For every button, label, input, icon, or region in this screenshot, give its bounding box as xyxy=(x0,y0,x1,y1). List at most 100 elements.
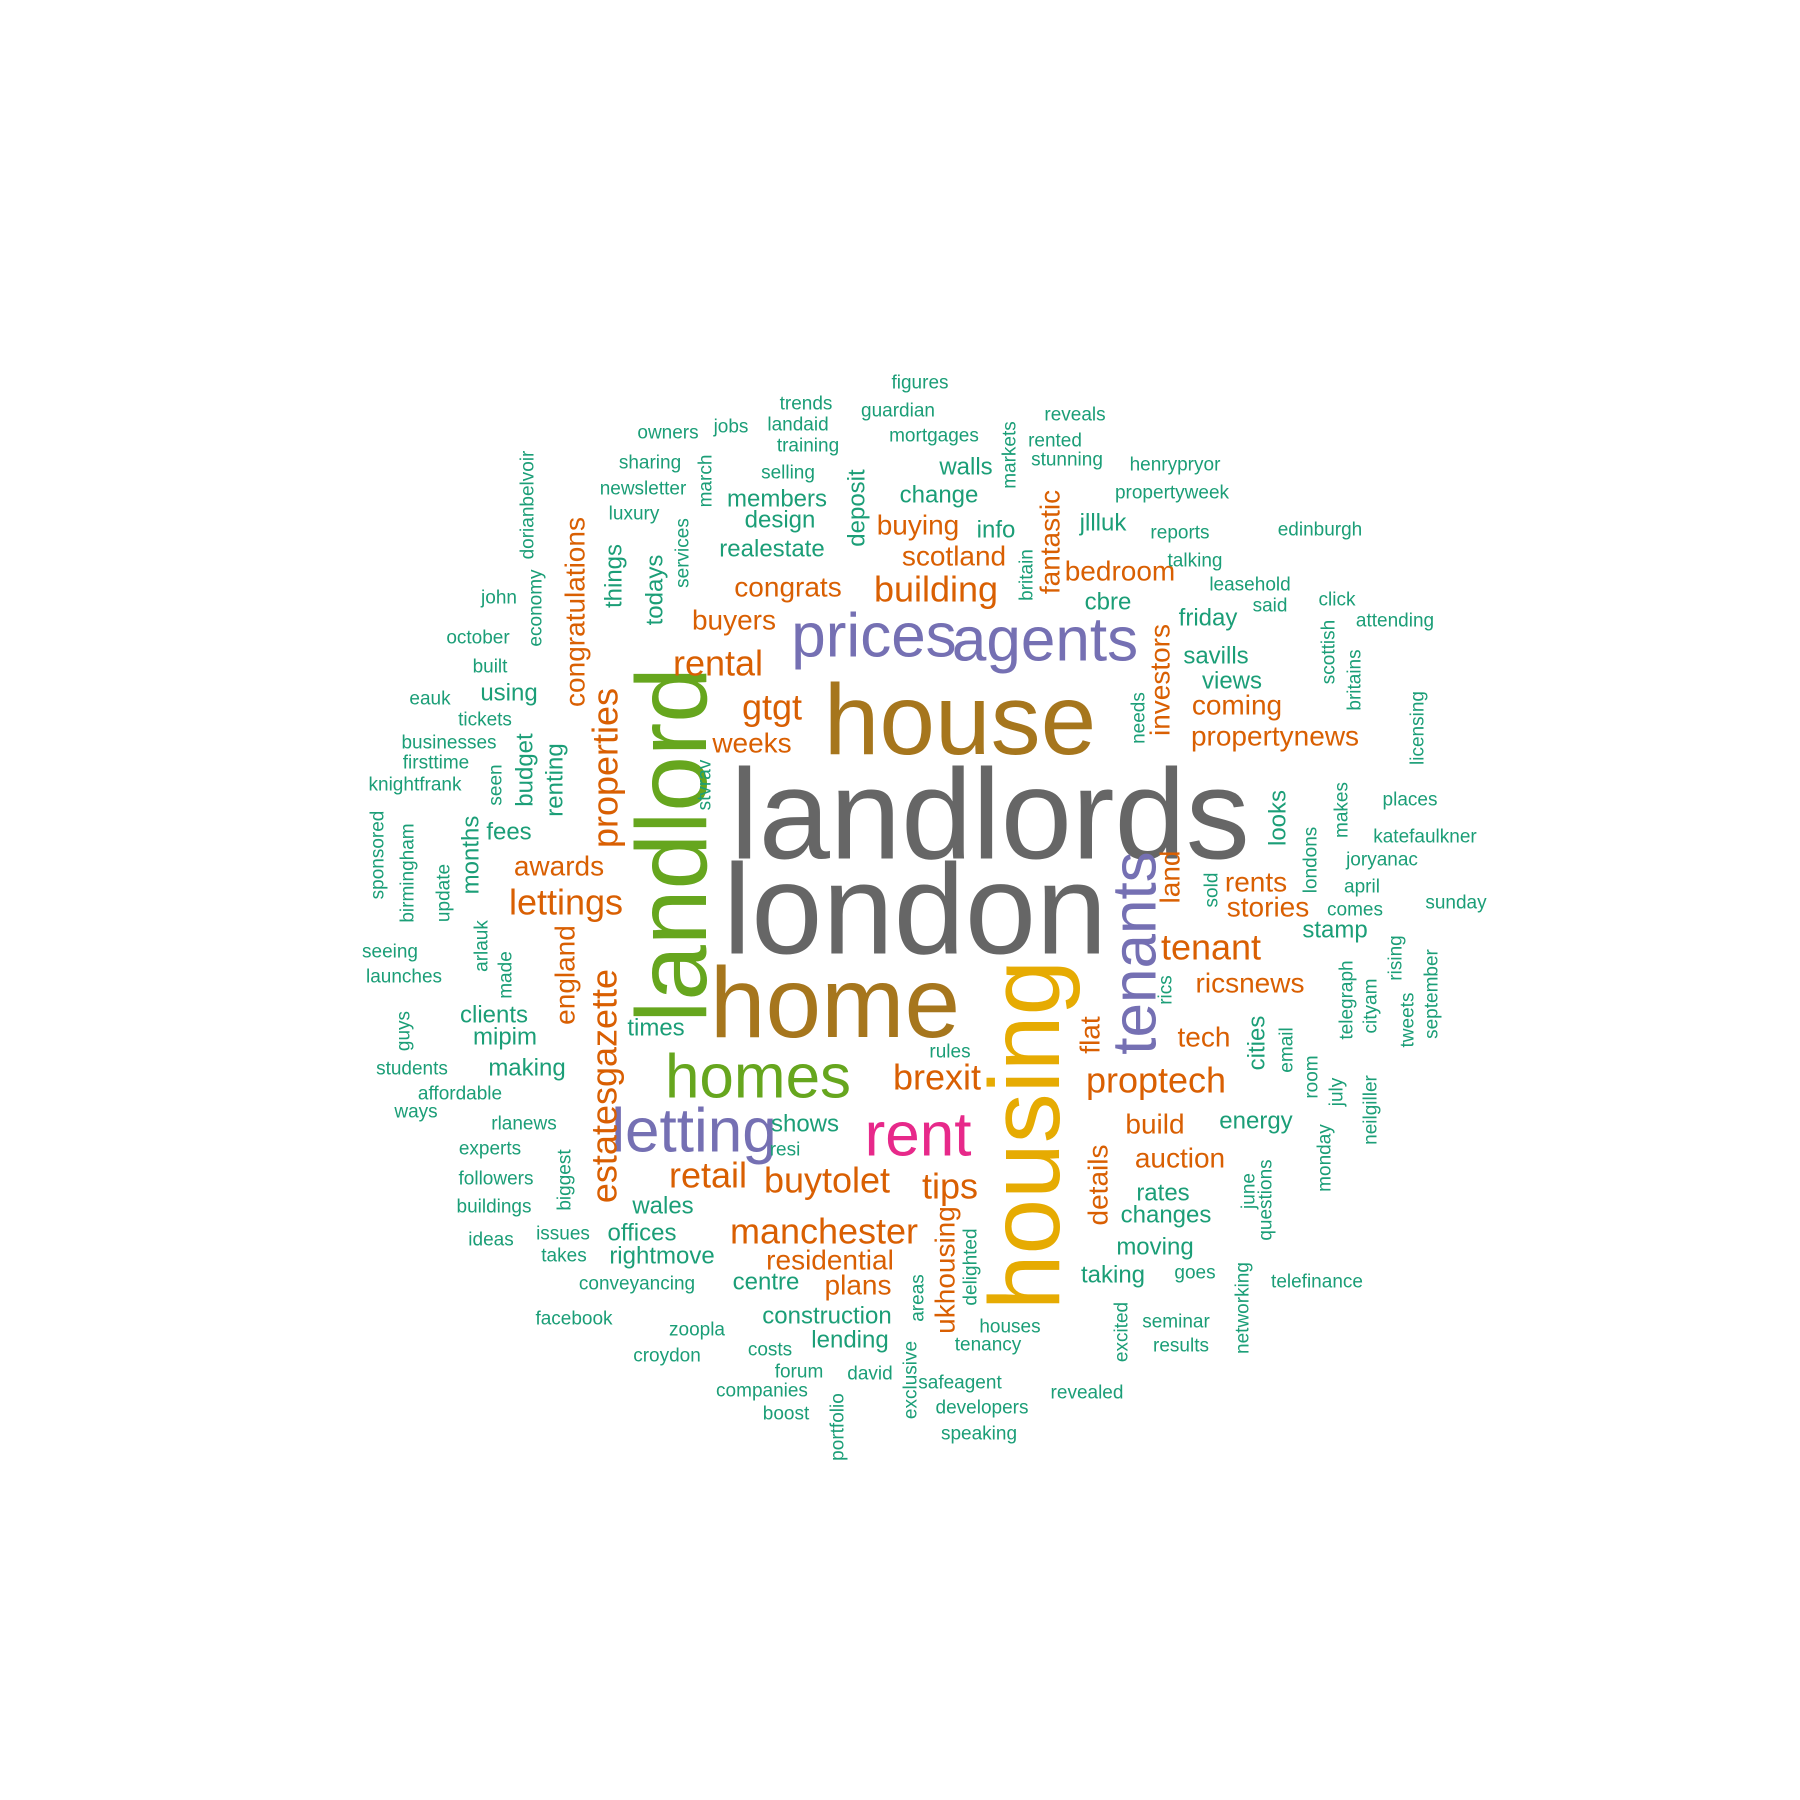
word-awards: awards xyxy=(514,851,604,882)
word-rental: rental xyxy=(673,643,763,684)
word-rics: rics xyxy=(1156,975,1177,1005)
word-henrypryor: henrypryor xyxy=(1130,455,1221,476)
word-katefaulkner: katefaulkner xyxy=(1373,827,1477,848)
word-guardian: guardian xyxy=(861,401,935,422)
word-arlauk: arlauk xyxy=(472,920,493,972)
word-cbre: cbre xyxy=(1085,589,1132,616)
word-tenant: tenant xyxy=(1161,927,1261,968)
word-realestate: realestate xyxy=(719,536,824,563)
word-savills: savills xyxy=(1183,643,1248,670)
word-todays: todays xyxy=(642,555,669,626)
word-companies: companies xyxy=(716,1381,808,1402)
word-tech: tech xyxy=(1178,1022,1231,1053)
word-shows: shows xyxy=(771,1111,839,1138)
word-reveals: reveals xyxy=(1044,405,1105,426)
word-forum: forum xyxy=(775,1362,824,1383)
word-lending: lending xyxy=(811,1327,888,1354)
word-students: students xyxy=(376,1059,448,1080)
word-sponsored: sponsored xyxy=(368,811,389,900)
word-renting: renting xyxy=(542,743,569,816)
word-september: september xyxy=(1422,948,1443,1038)
word-moving: moving xyxy=(1116,1234,1193,1261)
word-david: david xyxy=(847,1364,892,1385)
word-areas: areas xyxy=(908,1274,929,1322)
word-buyers: buyers xyxy=(692,605,776,636)
word-wales: wales xyxy=(631,1193,693,1220)
word-costs: costs xyxy=(748,1340,792,1361)
word-made: made xyxy=(496,951,517,999)
word-info: info xyxy=(977,517,1016,544)
word-networking: networking xyxy=(1233,1262,1254,1354)
word-joryanac: joryanac xyxy=(1345,850,1418,871)
word-centre: centre xyxy=(733,1269,800,1296)
word-training: training xyxy=(777,436,839,457)
word-update: update xyxy=(434,864,455,922)
word-design: design xyxy=(745,507,816,534)
word-looks: looks xyxy=(1265,790,1292,846)
word-estatesgazette: estatesgazette xyxy=(584,969,625,1203)
word-bedroom: bedroom xyxy=(1065,556,1176,587)
word-budget: budget xyxy=(512,733,539,807)
word-times: times xyxy=(627,1015,684,1042)
word-retail: retail xyxy=(669,1155,747,1196)
word-john: john xyxy=(480,588,517,609)
word-homes: homes xyxy=(665,1043,851,1112)
word-fantastic: fantastic xyxy=(1035,490,1066,594)
word-ukhousing: ukhousing xyxy=(930,1206,961,1334)
word-congrats: congrats xyxy=(734,572,841,603)
word-house: house xyxy=(824,664,1096,776)
word-building: building xyxy=(874,569,998,610)
word-makes: makes xyxy=(1332,782,1353,838)
word-ideas: ideas xyxy=(468,1230,513,1251)
word-months: months xyxy=(458,816,485,895)
word-knightfrank: knightfrank xyxy=(369,775,462,796)
word-construction: construction xyxy=(762,1303,891,1330)
word-rents: rents xyxy=(1225,867,1287,898)
word-residential: residential xyxy=(766,1245,894,1276)
word-taking: taking xyxy=(1081,1262,1145,1289)
word-views: views xyxy=(1202,668,1262,695)
word-businesses: businesses xyxy=(401,733,496,754)
word-rlanews: rlanews xyxy=(491,1114,556,1135)
word-results: results xyxy=(1153,1336,1209,1357)
word-using: using xyxy=(480,680,537,707)
word-telegraph: telegraph xyxy=(1337,960,1358,1039)
word-needs: needs xyxy=(1129,692,1150,744)
word-july: july xyxy=(1327,1077,1348,1107)
word-scotland: scotland xyxy=(902,541,1006,572)
word-manchester: manchester xyxy=(730,1211,918,1252)
word-houses: houses xyxy=(979,1317,1040,1338)
word-sold: sold xyxy=(1202,873,1223,908)
word-prices: prices xyxy=(791,602,956,671)
word-seeing: seeing xyxy=(362,942,418,963)
word-investors: investors xyxy=(1145,624,1176,736)
word-agents: agents xyxy=(952,606,1138,675)
word-friday: friday xyxy=(1179,605,1238,632)
word-jobs: jobs xyxy=(713,417,749,438)
word-june: june xyxy=(1239,1173,1260,1210)
word-tickets: tickets xyxy=(458,710,512,731)
word-ricsnews: ricsnews xyxy=(1196,968,1305,999)
word-landlords: landlords xyxy=(730,744,1249,887)
word-owners: owners xyxy=(637,423,698,444)
word-march: march xyxy=(696,455,717,508)
word-tips: tips xyxy=(922,1166,978,1207)
word-jllluk: jllluk xyxy=(1079,510,1128,537)
word-lettings: lettings xyxy=(509,882,623,923)
word-developers: developers xyxy=(936,1398,1029,1419)
word-experts: experts xyxy=(459,1139,521,1160)
word-newsletter: newsletter xyxy=(600,479,687,500)
word-selling: selling xyxy=(761,463,815,484)
word-deposit: deposit xyxy=(844,469,871,547)
word-build: build xyxy=(1125,1109,1184,1140)
word-stvrav: stvrav xyxy=(695,759,716,810)
word-propertyweek: propertyweek xyxy=(1115,483,1230,504)
word-economy: economy xyxy=(526,569,547,647)
word-facebook: facebook xyxy=(535,1309,613,1330)
word-markets: markets xyxy=(1000,421,1021,489)
word-fees: fees xyxy=(486,819,531,846)
word-monday: monday xyxy=(1315,1124,1336,1192)
word-letting: letting xyxy=(611,1097,776,1166)
word-britains: britains xyxy=(1345,649,1366,710)
